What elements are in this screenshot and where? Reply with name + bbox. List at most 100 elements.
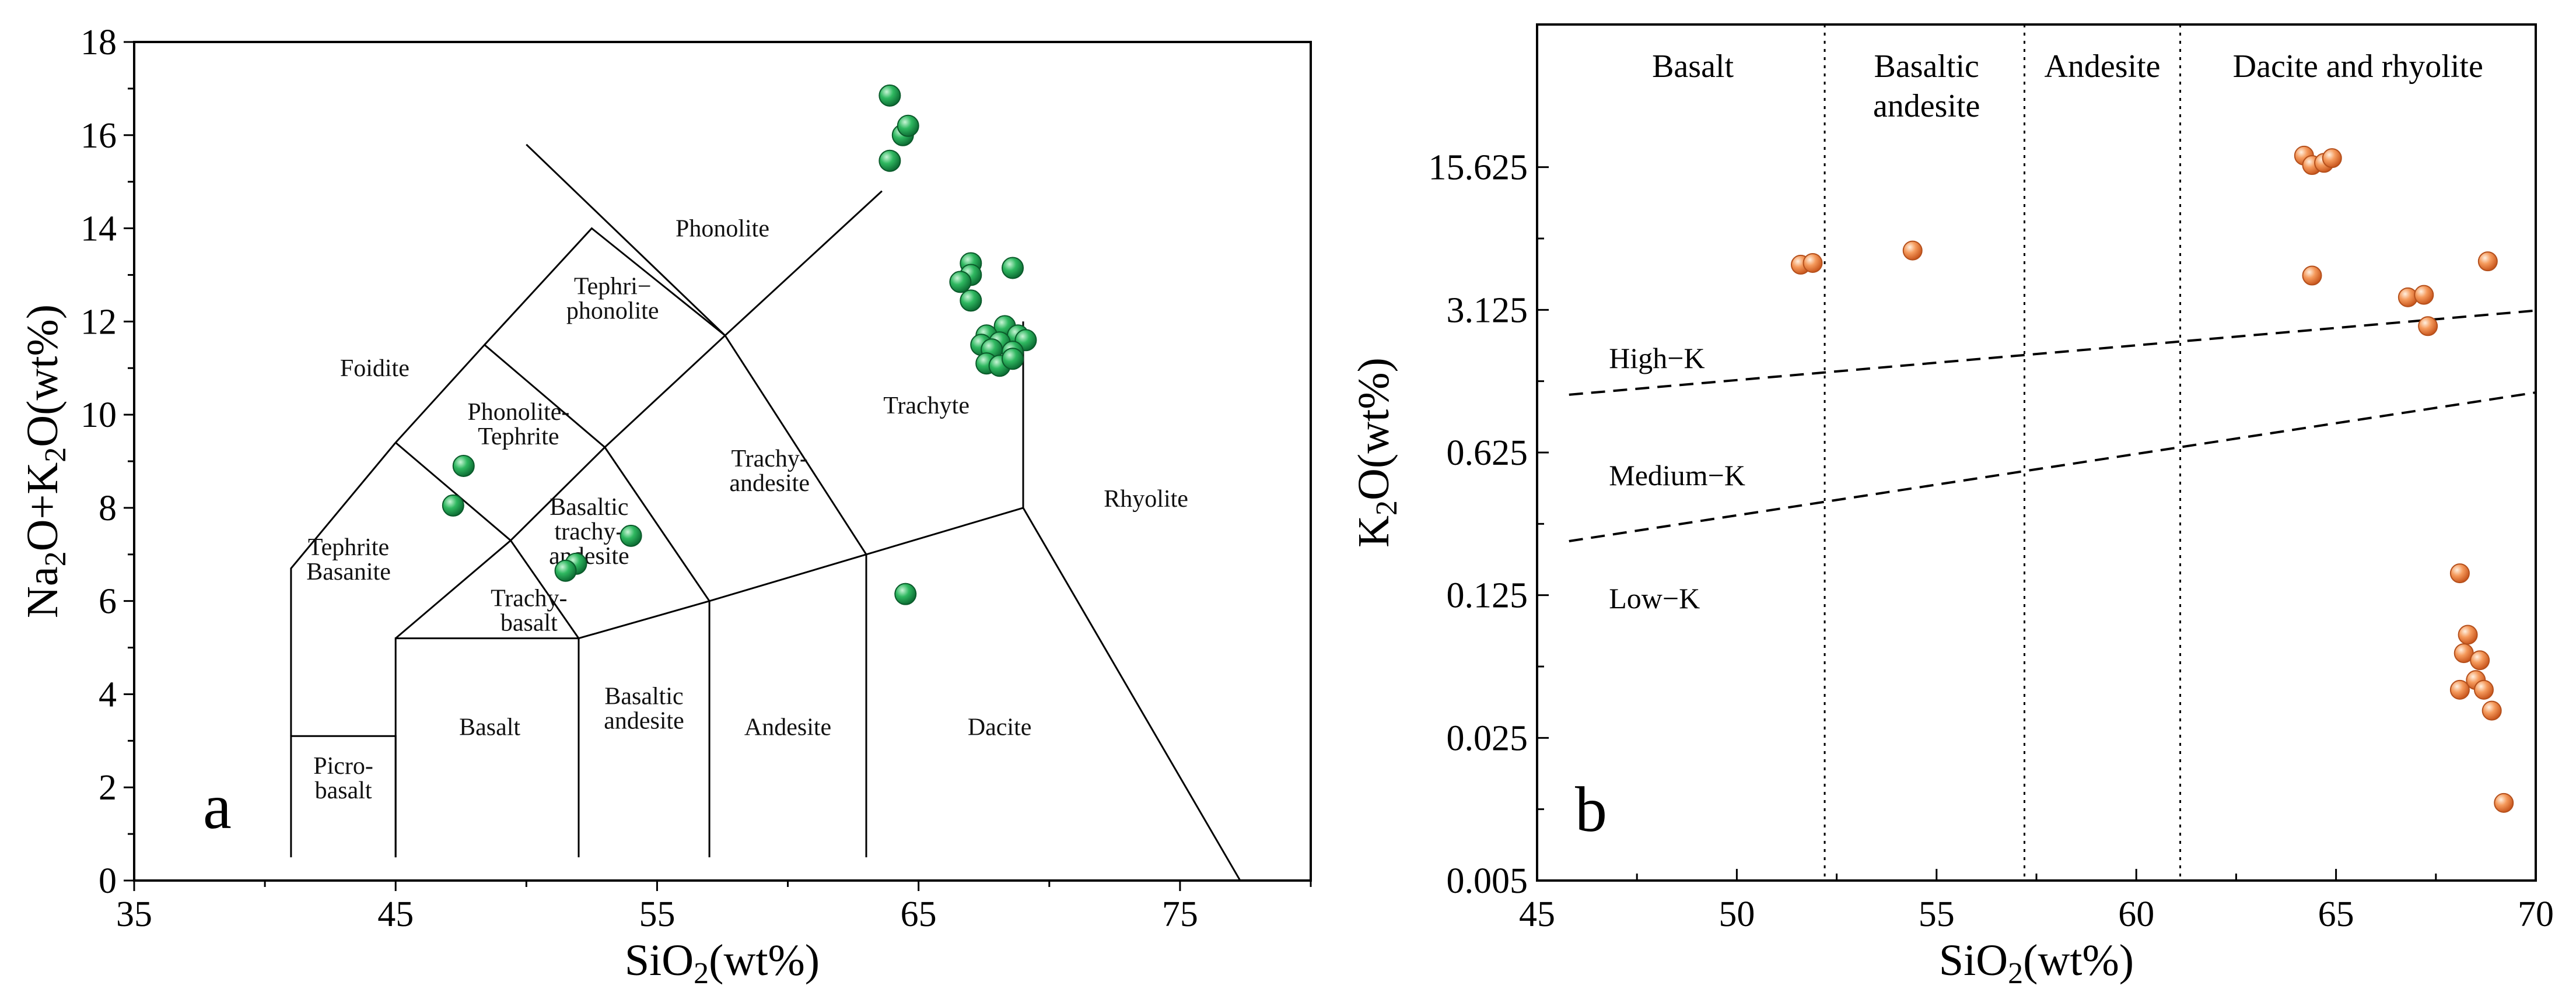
- sample-points-a: [442, 84, 1037, 605]
- field-label-andesite: Andesite: [744, 714, 831, 741]
- field-label-trachyte: Trachyte: [883, 392, 970, 419]
- k-series-labels: High−K Medium−K Low−K: [1609, 342, 1745, 615]
- boundary-medium-k-low-k: [1569, 391, 2536, 542]
- field-boundary-9: [395, 441, 512, 541]
- sample-point-b: [2449, 563, 2470, 584]
- x-axis-ticks-b: 45 50 55 60 65 70: [1519, 869, 2554, 934]
- sample-point-b: [2449, 679, 2470, 700]
- y-tick-label-b: 0.625: [1447, 433, 1528, 473]
- field-label-basalt: Basalt: [459, 714, 520, 741]
- sample-point-a: [442, 494, 464, 517]
- x-axis-ticks-a: 35 45 55 65 75: [116, 881, 1312, 934]
- sample-point-a: [452, 454, 475, 477]
- series-label-high-k: High−K: [1609, 342, 1704, 374]
- field-label-dacite: Dacite: [968, 714, 1032, 741]
- field-boundary-6: [578, 553, 867, 858]
- sample-point-b: [2418, 316, 2438, 336]
- panel-label-b: b: [1575, 774, 1607, 845]
- y-tick-label-a: 4: [99, 675, 117, 714]
- series-label-medium-k: Medium−K: [1609, 459, 1745, 492]
- y-tick-label-a: 0: [99, 861, 117, 901]
- field-label-foidite: Foidite: [340, 355, 410, 382]
- field-label-trachy-basalt: Trachy-basalt: [491, 585, 567, 637]
- field-boundary-5: [510, 446, 710, 858]
- region-label-dacite-and-rhyolite: Dacite and rhyolite: [2233, 48, 2483, 85]
- field-label-picro-basalt: Picro-basalt: [313, 753, 373, 804]
- field-boundary-2: [290, 442, 397, 737]
- sample-point-a: [1002, 257, 1024, 279]
- y-tick-label-b: 15.625: [1429, 148, 1528, 188]
- y-tick-label-a: 2: [99, 768, 117, 808]
- tas-diagram: Phonolite Foidite Tephri− phonolite Trachyte…: [18, 23, 1312, 990]
- field-label-rhyolite: Rhyolite: [1104, 486, 1188, 513]
- region-label-andesite: Andesite: [2044, 48, 2160, 85]
- sample-point-a: [1002, 348, 1024, 370]
- sample-point-b: [2414, 285, 2434, 305]
- x-tick-label-a: 35: [116, 895, 152, 934]
- x-tick-label-b: 45: [1519, 895, 1555, 934]
- x-tick-label-a: 65: [901, 895, 937, 934]
- region-label-basaltic-andesite: Basaltic andesite: [1873, 48, 1980, 124]
- field-label-tephri-phonolite: Tephri− phonolite: [566, 273, 659, 324]
- sample-point-b: [2302, 265, 2322, 286]
- field-label-basaltic-andesite: Basaltic andesite: [604, 683, 684, 734]
- y-tick-label-a: 14: [80, 209, 117, 249]
- x-tick-label-a: 45: [377, 895, 414, 934]
- region-label-basalt: Basalt: [1652, 48, 1734, 85]
- plot-frame-b: [1536, 23, 2537, 882]
- y-tick-label-b: 0.125: [1447, 576, 1528, 616]
- panel-label-a: a: [203, 771, 232, 842]
- x-tick-label-b: 65: [2318, 895, 2354, 934]
- x-tick-label-b: 70: [2518, 895, 2554, 934]
- k-series-boundaries: [1569, 309, 2536, 542]
- y-tick-label-b: 3.125: [1447, 290, 1528, 330]
- field-labels: Phonolite Foidite Tephri− phonolite Trachyte…: [306, 216, 1188, 805]
- series-label-low-k: Low−K: [1609, 582, 1700, 615]
- x-tick-label-a: 75: [1162, 895, 1198, 934]
- x-axis-label-b: SiO2(wt%): [1939, 936, 2134, 990]
- x-axis-label-a: SiO2(wt%): [625, 936, 820, 990]
- boundary-high-k-medium-k: [1569, 309, 2536, 396]
- sample-point-b: [2470, 650, 2490, 671]
- sample-point-b: [2494, 792, 2514, 813]
- y-axis-label-b: K2O(wt%): [1349, 357, 1404, 548]
- x-tick-label-b: 55: [1919, 895, 1955, 934]
- sample-point-a: [894, 583, 917, 605]
- sample-point-a: [620, 524, 642, 547]
- y-axis-ticks-b: 0.005 0.025 0.125 0.625 3.125 15.625: [1429, 148, 1549, 901]
- sample-point-a: [960, 289, 982, 312]
- y-tick-label-a: 10: [80, 395, 117, 435]
- sample-point-b: [2477, 251, 2498, 272]
- y-tick-label-a: 18: [80, 23, 117, 62]
- field-boundary-15: [724, 190, 883, 336]
- sample-point-b: [2322, 148, 2342, 169]
- sample-point-a: [554, 559, 577, 582]
- x-tick-label-b: 50: [1718, 895, 1755, 934]
- field-boundaries: [290, 143, 1241, 881]
- field-boundary-13: [724, 335, 867, 555]
- sample-point-a: [878, 149, 901, 172]
- field-boundary-11: [484, 227, 726, 346]
- sample-point-b: [1902, 240, 1923, 261]
- field-boundary-14: [526, 143, 726, 336]
- y-tick-label-b: 0.025: [1447, 718, 1528, 758]
- y-tick-label-a: 6: [99, 582, 117, 622]
- y-tick-label-a: 16: [80, 116, 117, 156]
- field-label-phonolite-tephrite: Phonolite-Tephrite: [467, 399, 569, 450]
- field-boundary-7: [866, 507, 1241, 881]
- y-tick-label-a: 8: [99, 489, 117, 528]
- y-axis-label-a: Na2O+K2O(wt%): [18, 304, 72, 618]
- rock-type-dividers: [1824, 24, 2182, 881]
- x-tick-label-b: 60: [2118, 895, 2154, 934]
- k2o-sio2-diagram: Basalt Basaltic andesite Andesite Dacite and…: [1349, 23, 2554, 990]
- plot-frame-a: [133, 41, 1312, 882]
- y-axis-ticks-a: 0 2 4 6 8 10 12 14 16 18: [80, 23, 134, 901]
- sample-point-b: [2473, 679, 2494, 700]
- rock-type-labels: Basalt Basaltic andesite Andesite Dacite and…: [1652, 48, 2483, 124]
- sample-points-b: [1790, 145, 2514, 813]
- field-label-phonolite: Phonolite: [676, 216, 769, 243]
- sample-point-b: [1803, 253, 1823, 273]
- field-label-basaltic-trachy-andesite: Basaltic trachy-andesite: [549, 494, 629, 570]
- sample-point-b: [2482, 700, 2502, 721]
